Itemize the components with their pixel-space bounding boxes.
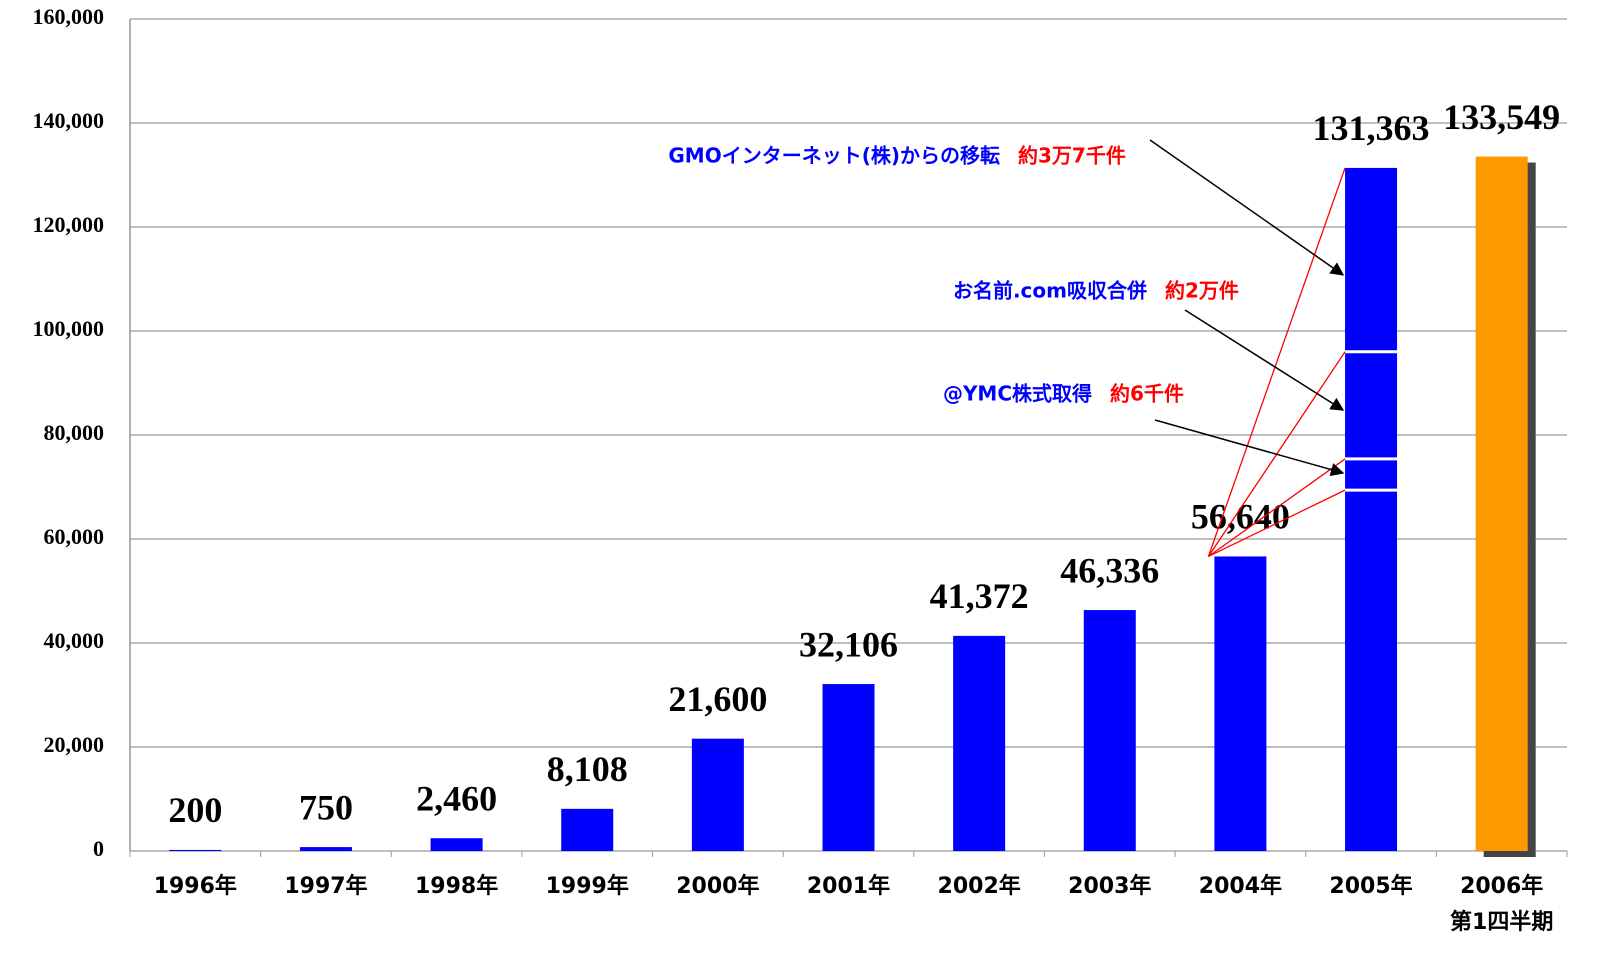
y-tick-label: 60,000 — [44, 524, 105, 549]
bar — [1475, 156, 1528, 852]
y-tick-label: 80,000 — [44, 420, 105, 445]
x-tick-label: 2006年 — [1460, 873, 1543, 899]
y-tick-label: 160,000 — [33, 4, 105, 29]
bar — [430, 838, 483, 851]
bar — [1345, 167, 1398, 851]
y-tick-label: 20,000 — [44, 732, 105, 757]
bar — [691, 738, 744, 851]
annotation-arrow — [1184, 309, 1345, 411]
x-tick-label: 2002年 — [938, 873, 1021, 899]
annotation-highlight: 約6千件 — [1110, 382, 1184, 406]
y-tick-label: 40,000 — [44, 628, 105, 653]
value-label: 133,549 — [1443, 97, 1560, 137]
value-label: 200 — [168, 790, 222, 830]
value-label: 8,108 — [547, 749, 628, 789]
x-tick-label: 2005年 — [1329, 873, 1412, 899]
annotation-text: GMOインターネット(株)からの移転 — [668, 144, 1000, 168]
x-tick-label: 2004年 — [1199, 873, 1282, 899]
value-label: 750 — [299, 787, 353, 827]
x-tick-label: 1996年 — [154, 873, 237, 899]
annotation-text: お名前.com吸収合併 — [953, 279, 1147, 303]
guide-line — [1208, 458, 1346, 558]
bar — [953, 635, 1006, 851]
bar — [169, 849, 222, 851]
value-label: 46,336 — [1060, 550, 1159, 590]
y-tick-label: 0 — [93, 836, 104, 861]
annotation-arrow — [1149, 139, 1345, 276]
x-tick-note: 第1四半期 — [1450, 909, 1553, 935]
bar — [299, 847, 352, 851]
annotation-text: @YMC株式取得 — [943, 382, 1092, 406]
annotation-arrow — [1154, 419, 1345, 477]
guide-line — [1208, 489, 1346, 558]
bar — [1214, 556, 1267, 851]
value-label: 21,600 — [668, 679, 767, 719]
value-label: 131,363 — [1313, 108, 1430, 148]
x-tick-label: 1998年 — [415, 873, 498, 899]
bar — [561, 808, 614, 851]
x-tick-label: 2001年 — [807, 873, 890, 899]
bar — [1083, 610, 1136, 851]
x-tick-label: 1999年 — [546, 873, 629, 899]
value-label: 41,372 — [930, 576, 1029, 616]
x-tick-label: 2003年 — [1068, 873, 1151, 899]
bar — [822, 684, 875, 851]
value-label: 2,460 — [416, 778, 497, 818]
y-tick-label: 100,000 — [33, 316, 105, 341]
y-tick-label: 140,000 — [33, 108, 105, 133]
annotation-highlight: 約3万7千件 — [1018, 144, 1126, 168]
value-label: 56,640 — [1191, 497, 1290, 537]
value-label: 32,106 — [799, 624, 898, 664]
y-tick-label: 120,000 — [33, 212, 105, 237]
x-tick-label: 2000年 — [676, 873, 759, 899]
x-tick-label: 1997年 — [284, 873, 367, 899]
annotation-highlight: 約2万件 — [1165, 279, 1239, 303]
guide-line — [1207, 167, 1346, 557]
